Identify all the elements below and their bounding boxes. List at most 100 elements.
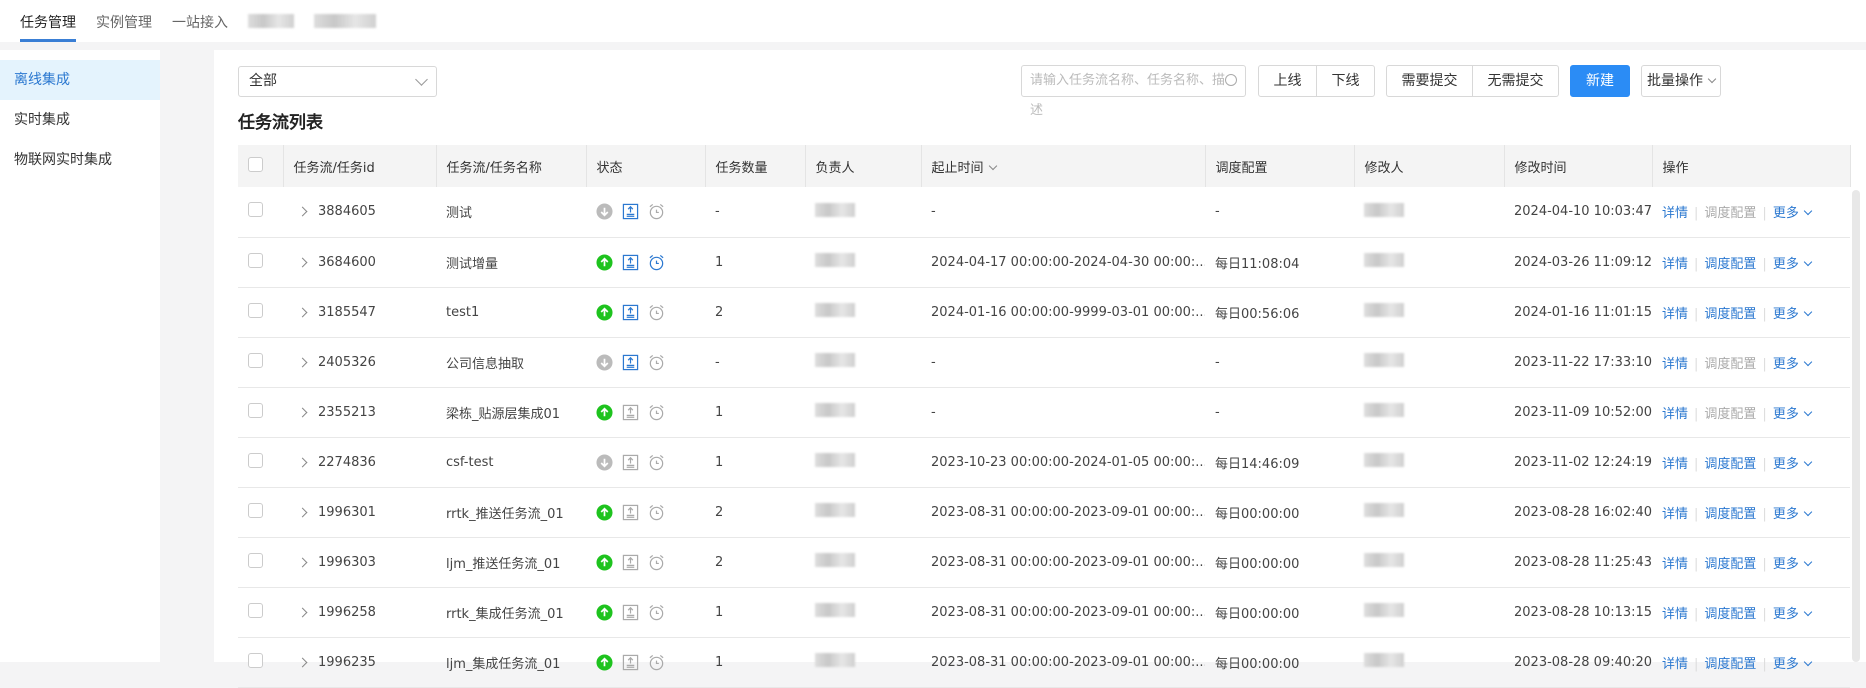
expand-chevron-icon[interactable] bbox=[297, 657, 308, 667]
online-status-icon[interactable] bbox=[596, 403, 622, 421]
row-select-cell[interactable] bbox=[238, 387, 283, 438]
alarm-clock-icon[interactable] bbox=[648, 554, 674, 570]
row-checkbox[interactable] bbox=[248, 252, 263, 268]
table-row[interactable]: 2355213 梁栋_贴源层集成01 1 - - 2023-11-09 10:5… bbox=[238, 387, 1850, 438]
table-row[interactable]: 3884605 测试 - - - 2024-04-10 10:03:47 详情 |… bbox=[238, 187, 1850, 238]
offline-button[interactable]: 下线 bbox=[1316, 65, 1375, 97]
more-dropdown[interactable]: 更多 bbox=[1773, 206, 1813, 221]
row-checkbox[interactable] bbox=[248, 352, 263, 368]
submit-icon[interactable] bbox=[622, 454, 648, 470]
expand-chevron-icon[interactable] bbox=[297, 257, 308, 267]
schedule-config-link[interactable]: 调度配置 bbox=[1704, 456, 1757, 472]
detail-link[interactable]: 详情 bbox=[1662, 406, 1689, 422]
expand-chevron-icon[interactable] bbox=[297, 206, 308, 217]
sort-chevron-icon[interactable] bbox=[988, 161, 997, 170]
schedule-config-link[interactable]: 调度配置 bbox=[1704, 206, 1757, 222]
online-status-icon[interactable] bbox=[596, 253, 622, 271]
row-select-cell[interactable] bbox=[238, 487, 283, 538]
row-select-cell[interactable] bbox=[238, 337, 283, 388]
alarm-clock-icon[interactable] bbox=[648, 254, 674, 270]
row-checkbox[interactable] bbox=[248, 402, 263, 418]
row-checkbox[interactable] bbox=[248, 552, 263, 568]
detail-link[interactable]: 详情 bbox=[1662, 206, 1689, 222]
submit-icon[interactable] bbox=[622, 404, 648, 420]
sidebar-item-offline-integration[interactable]: 离线集成 bbox=[0, 60, 160, 100]
row-checkbox[interactable] bbox=[248, 602, 263, 618]
table-row[interactable]: 1996235 ljm_集成任务流_01 1 2023-08-31 00:00:… bbox=[238, 637, 1850, 688]
filter-select[interactable]: 全部 bbox=[238, 66, 437, 97]
detail-link[interactable]: 详情 bbox=[1662, 656, 1689, 672]
tab-one-stop-access[interactable]: 一站接入 bbox=[172, 15, 228, 31]
table-row[interactable]: 1996301 rrtk_推送任务流_01 2 2023-08-31 00:00… bbox=[238, 487, 1850, 538]
tab-instance-management[interactable]: 实例管理 bbox=[96, 15, 152, 31]
detail-link[interactable]: 详情 bbox=[1662, 306, 1689, 322]
select-all-checkbox[interactable] bbox=[248, 156, 263, 172]
row-checkbox[interactable] bbox=[248, 202, 263, 218]
alarm-clock-icon[interactable] bbox=[648, 604, 674, 620]
submit-icon[interactable] bbox=[622, 654, 648, 670]
need-submit-button[interactable]: 需要提交 bbox=[1386, 65, 1473, 97]
expand-chevron-icon[interactable] bbox=[297, 307, 308, 317]
schedule-config-link[interactable]: 调度配置 bbox=[1704, 356, 1757, 372]
schedule-config-link[interactable]: 调度配置 bbox=[1704, 656, 1757, 672]
offline-status-icon[interactable] bbox=[596, 353, 622, 371]
table-row[interactable]: 1996258 rrtk_集成任务流_01 1 2023-08-31 00:00… bbox=[238, 587, 1850, 638]
submit-icon[interactable] bbox=[622, 304, 648, 320]
online-status-icon[interactable] bbox=[596, 653, 622, 671]
tab-task-management[interactable]: 任务管理 bbox=[10, 12, 86, 42]
expand-chevron-icon[interactable] bbox=[297, 407, 308, 417]
detail-link[interactable]: 详情 bbox=[1662, 606, 1689, 622]
submit-icon[interactable] bbox=[622, 204, 648, 220]
row-select-cell[interactable] bbox=[238, 637, 283, 688]
search-input[interactable]: 请输入任务流名称、任务名称、描述 bbox=[1021, 65, 1246, 118]
select-all-header[interactable] bbox=[238, 145, 284, 187]
expand-chevron-icon[interactable] bbox=[297, 607, 308, 617]
offline-status-icon[interactable] bbox=[596, 203, 622, 220]
schedule-config-link[interactable]: 调度配置 bbox=[1704, 256, 1757, 272]
schedule-config-link[interactable]: 调度配置 bbox=[1704, 556, 1757, 572]
online-status-icon[interactable] bbox=[596, 503, 622, 521]
offline-status-icon[interactable] bbox=[596, 453, 622, 471]
detail-link[interactable]: 详情 bbox=[1662, 256, 1689, 272]
row-select-cell[interactable] bbox=[238, 587, 283, 638]
table-row[interactable]: 2274836 csf-test 1 2023-10-23 00:00:00-2… bbox=[238, 437, 1850, 488]
table-row[interactable]: 3684600 测试增量 1 2024-04-17 00:00:00-2024-… bbox=[238, 237, 1850, 288]
no-submit-button[interactable]: 无需提交 bbox=[1472, 65, 1559, 97]
schedule-config-link[interactable]: 调度配置 bbox=[1704, 306, 1757, 322]
expand-chevron-icon[interactable] bbox=[297, 357, 308, 367]
column-header-time[interactable]: 起止时间 bbox=[921, 145, 1206, 187]
table-row[interactable]: 3185547 test1 2 2024-01-16 00:00:00-9999… bbox=[238, 287, 1850, 338]
alarm-clock-icon[interactable] bbox=[648, 454, 674, 470]
more-dropdown[interactable]: 更多 bbox=[1773, 607, 1813, 622]
detail-link[interactable]: 详情 bbox=[1662, 506, 1689, 522]
submit-icon[interactable] bbox=[622, 504, 648, 520]
detail-link[interactable]: 详情 bbox=[1662, 356, 1689, 372]
table-row[interactable]: 1996303 ljm_推送任务流_01 2 2023-08-31 00:00:… bbox=[238, 537, 1850, 588]
more-dropdown[interactable]: 更多 bbox=[1773, 507, 1813, 522]
tab-redacted-2[interactable] bbox=[304, 14, 386, 42]
more-dropdown[interactable]: 更多 bbox=[1773, 307, 1813, 322]
row-checkbox[interactable] bbox=[248, 652, 263, 668]
alarm-clock-icon[interactable] bbox=[648, 654, 674, 670]
alarm-clock-icon[interactable] bbox=[648, 404, 674, 420]
more-dropdown[interactable]: 更多 bbox=[1773, 407, 1813, 422]
more-dropdown[interactable]: 更多 bbox=[1773, 457, 1813, 472]
scrollbar[interactable] bbox=[1852, 190, 1860, 662]
sidebar-item-realtime-integration[interactable]: 实时集成 bbox=[14, 112, 70, 128]
batch-operations-button[interactable]: 批量操作 bbox=[1641, 65, 1721, 97]
row-checkbox[interactable] bbox=[248, 502, 263, 518]
schedule-config-link[interactable]: 调度配置 bbox=[1704, 406, 1757, 422]
submit-icon[interactable] bbox=[622, 604, 648, 620]
alarm-clock-icon[interactable] bbox=[648, 354, 674, 370]
detail-link[interactable]: 详情 bbox=[1662, 456, 1689, 472]
row-select-cell[interactable] bbox=[238, 287, 283, 338]
row-select-cell[interactable] bbox=[238, 237, 283, 288]
alarm-clock-icon[interactable] bbox=[648, 204, 674, 220]
sidebar-item-iot-realtime-integration[interactable]: 物联网实时集成 bbox=[14, 152, 112, 168]
schedule-config-link[interactable]: 调度配置 bbox=[1704, 606, 1757, 622]
row-select-cell[interactable] bbox=[238, 537, 283, 588]
alarm-clock-icon[interactable] bbox=[648, 304, 674, 320]
expand-chevron-icon[interactable] bbox=[297, 507, 308, 517]
table-row[interactable]: 2405326 公司信息抽取 - - - 2023-11-22 17:33:10… bbox=[238, 337, 1850, 388]
detail-link[interactable]: 详情 bbox=[1662, 556, 1689, 572]
